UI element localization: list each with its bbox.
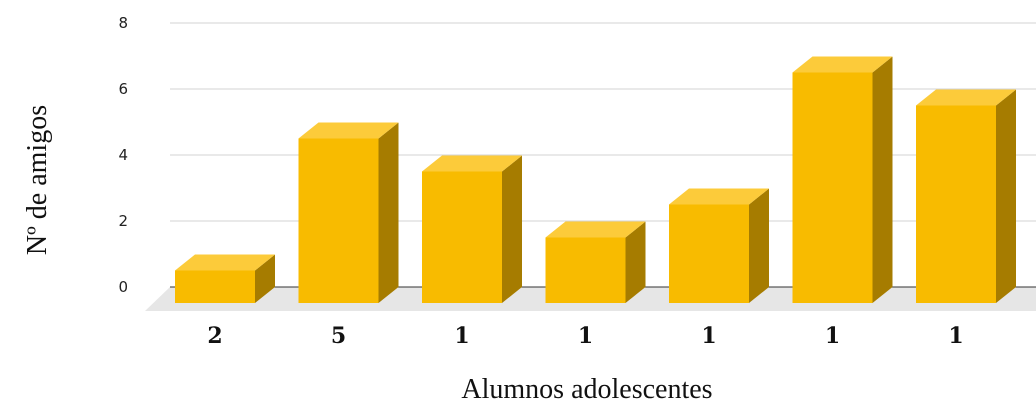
x-category-label-5: 1 — [701, 323, 716, 349]
bar-side-face — [872, 56, 893, 303]
bar-2 — [298, 122, 399, 303]
bar-front-face — [298, 138, 379, 303]
y-tick-label-8: 8 — [118, 14, 128, 32]
y-tick-label-2: 2 — [118, 212, 128, 230]
bar-top-face — [669, 188, 769, 205]
bar-4 — [545, 221, 646, 303]
bar-front-face — [175, 270, 255, 303]
y-tick-label-6: 6 — [118, 80, 128, 98]
bar-top-face — [792, 56, 893, 73]
y-axis-title: Nº de amigos — [22, 105, 53, 255]
x-axis-category-labels: 2 5 1 1 1 1 1 — [207, 323, 963, 349]
bar-side-face — [996, 89, 1016, 303]
bar-front-face — [669, 204, 749, 303]
y-axis-ticks: 0 2 4 6 8 — [118, 14, 128, 296]
x-category-label-1: 2 — [207, 323, 222, 349]
bar-front-face — [545, 237, 626, 303]
y-tick-label-4: 4 — [118, 146, 128, 164]
x-category-label-7: 1 — [948, 323, 963, 349]
bar-3 — [422, 155, 522, 303]
bar-side-face — [749, 188, 769, 303]
bar-top-face — [545, 221, 646, 238]
bar-side-face — [502, 155, 522, 303]
bar-7 — [916, 89, 1016, 303]
bar-front-face — [916, 105, 996, 303]
bar-top-face — [916, 89, 1016, 106]
bar-front-face — [792, 72, 873, 303]
bar-top-face — [422, 155, 522, 172]
bar-6 — [792, 56, 893, 303]
bar-5 — [669, 188, 769, 303]
bar-front-face — [422, 171, 502, 303]
bar-top-face — [175, 254, 275, 271]
x-category-label-2: 5 — [331, 323, 346, 349]
x-category-label-6: 1 — [825, 323, 840, 349]
bar-side-face — [255, 254, 275, 303]
x-category-label-3: 1 — [454, 323, 469, 349]
bar-1 — [175, 254, 275, 303]
x-axis-title: Alumnos adolescentes — [461, 374, 712, 405]
bar-side-face — [378, 122, 399, 303]
bar-top-face — [298, 122, 399, 139]
x-category-label-4: 1 — [578, 323, 593, 349]
bar-side-face — [625, 221, 646, 303]
bars — [175, 56, 1016, 303]
y-tick-label-0: 0 — [118, 278, 128, 296]
